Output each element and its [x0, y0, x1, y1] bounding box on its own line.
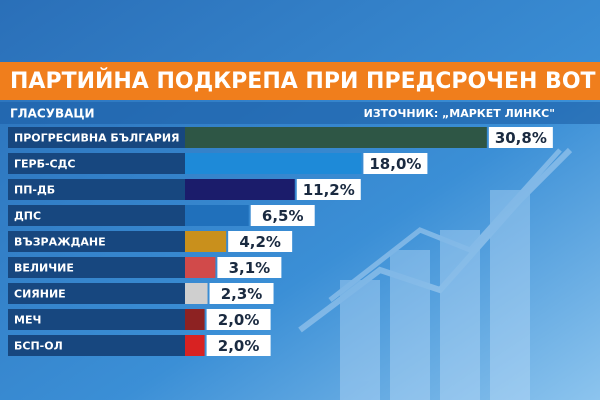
category-box [8, 257, 185, 278]
category-label: БСП-ОЛ [14, 340, 63, 353]
bar [185, 335, 205, 356]
category-label: СИЯНИЕ [14, 288, 66, 301]
category-box [8, 179, 185, 200]
category-box [8, 153, 185, 174]
value-box [217, 257, 282, 278]
value-label: 30,8% [495, 129, 547, 147]
value-box [228, 231, 293, 252]
value-box [206, 335, 271, 356]
source: ИЗТОЧНИК: „МАРКЕТ ЛИНКС" [364, 107, 555, 120]
value-label: 2,3% [221, 285, 263, 303]
category-label: МЕЧ [14, 314, 41, 327]
chart-title: ПАРТИЙНА ПОДКРЕПА ПРИ ПРЕДСРОЧЕН ВОТ [10, 68, 596, 94]
value-box [363, 153, 428, 174]
value-box [250, 205, 315, 226]
value-label: 18,0% [369, 155, 421, 173]
category-box [8, 309, 185, 330]
bar [185, 153, 362, 174]
bar [185, 309, 205, 330]
bar [185, 257, 216, 278]
category-label: ВЪЗРАЖДАНЕ [14, 236, 106, 249]
value-box [206, 309, 271, 330]
category-label: ПП-ДБ [14, 184, 55, 197]
bar [185, 231, 227, 252]
bar [185, 127, 487, 148]
category-box [8, 283, 185, 304]
value-box [296, 179, 361, 200]
value-label: 2,0% [218, 337, 260, 355]
value-box [488, 127, 553, 148]
value-box [209, 283, 274, 304]
category-box [8, 335, 185, 356]
category-box [8, 127, 185, 148]
category-box [8, 205, 185, 226]
value-label: 3,1% [229, 259, 271, 277]
title-bar [0, 62, 600, 100]
value-label: 4,2% [239, 233, 281, 251]
value-label: 6,5% [262, 207, 304, 225]
category-label: ДПС [14, 210, 41, 223]
bar [185, 205, 249, 226]
bar [185, 283, 208, 304]
category-label: ВЕЛИЧИЕ [14, 262, 74, 275]
category-box [8, 231, 185, 252]
subtitle: ГЛАСУВАЦИ [10, 107, 95, 121]
category-label: ПРОГРЕСИВНА БЪЛГАРИЯ [14, 132, 180, 145]
subheader [0, 102, 600, 124]
decor [298, 147, 573, 400]
category-label: ГЕРБ-СДС [14, 158, 75, 171]
value-label: 2,0% [218, 311, 260, 329]
value-label: 11,2% [303, 181, 355, 199]
bar [185, 179, 295, 200]
